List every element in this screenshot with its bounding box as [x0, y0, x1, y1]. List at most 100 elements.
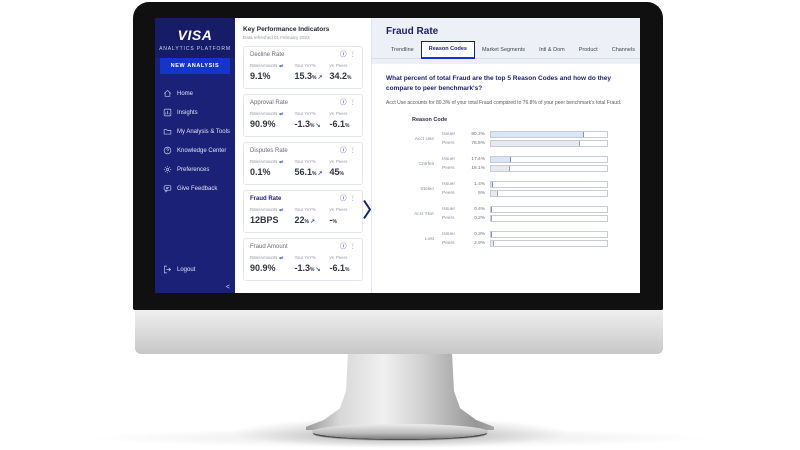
peers-bar: [491, 190, 498, 196]
tab-bar: Trendline Reason Codes Market Segments I…: [372, 41, 640, 59]
sidebar-item-label: Insights: [177, 109, 198, 116]
yoy-label: Your YoY%: [294, 254, 316, 260]
bar-track: [490, 139, 608, 147]
bar-value: 16.1%: [471, 165, 485, 171]
sidebar-item-label: Logout: [177, 266, 196, 273]
info-icon[interactable]: ⓘ: [340, 99, 347, 106]
peers-bar: [491, 240, 495, 246]
kebab-menu-icon[interactable]: ⋮: [349, 195, 357, 202]
series-label: Peers: [442, 140, 455, 146]
new-analysis-button[interactable]: NEW ANALYSIS: [160, 58, 230, 74]
info-icon[interactable]: ⓘ: [340, 147, 347, 154]
swap-icon[interactable]: ⇄: [279, 158, 284, 164]
kpi-card-fraud-amount[interactable]: Fraud Amount ⓘ ⋮ Rate/Amounts ⇄ Your YoY% …: [243, 238, 363, 281]
kpi-card-decline-rate[interactable]: Decline Rate ⓘ ⋮ Rate/Amounts ⇄ Your YoY% …: [243, 46, 363, 89]
swap-icon[interactable]: ⇄: [279, 62, 284, 68]
rate-amounts-label: Rate/Amounts ⇄: [250, 254, 284, 260]
swap-icon[interactable]: ⇄: [279, 110, 284, 116]
knowledge-center-icon: [163, 146, 172, 155]
bar-value: 80.3%: [471, 131, 485, 137]
chart-category-label: Acct Tkvr: [414, 212, 434, 217]
sidebar-item-knowledge-center[interactable]: Knowledge Center: [155, 141, 235, 160]
bar-value: 17.4%: [471, 156, 485, 162]
insight-question: What percent of total Fraud are the top …: [386, 75, 611, 92]
issuer-bar: [491, 131, 585, 137]
yoy-label: Your YoY%: [294, 206, 316, 212]
yoy-value: 22%↗: [294, 214, 316, 225]
yoy-value: -1.3%↘: [294, 262, 321, 273]
info-icon[interactable]: ⓘ: [340, 243, 347, 250]
chart-category-label: Stolen: [420, 187, 434, 192]
chart-title: Reason Code: [412, 116, 448, 123]
sidebar-item-logout[interactable]: Logout: [155, 260, 235, 279]
bar-track: [490, 230, 608, 238]
tab-trendline[interactable]: Trendline: [391, 47, 414, 53]
series-label: Issuer: [442, 206, 456, 212]
series-label: Issuer: [442, 156, 456, 162]
bar-track: [490, 130, 608, 138]
yoy-value: 15.3%↗: [294, 70, 323, 81]
bar-value: 0.3%: [474, 231, 485, 237]
bar-value: 0.2%: [474, 215, 485, 221]
bar-value: 6%: [478, 190, 485, 196]
chart-category-label: Lost: [424, 237, 434, 242]
kpi-card-fraud-rate[interactable]: Fraud Rate ⓘ ⋮ Rate/Amounts ⇄ Your YoY% vs…: [243, 190, 372, 233]
yoy-label: Your YoY%: [294, 110, 316, 116]
sidebar-item-insights[interactable]: Insights: [155, 103, 235, 122]
kpi-card-approval-rate[interactable]: Approval Rate ⓘ ⋮ Rate/Amounts ⇄ Your YoY%…: [243, 94, 363, 137]
info-icon[interactable]: ⓘ: [340, 51, 347, 58]
bar-value: 0.4%: [474, 206, 485, 212]
tab-reason-codes[interactable]: Reason Codes: [420, 41, 475, 59]
sidebar-item-label: Give Feedback: [177, 185, 218, 192]
issuer-bar: [491, 231, 492, 237]
kpi-card-title: Decline Rate: [250, 52, 285, 58]
kebab-menu-icon[interactable]: ⋮: [349, 99, 357, 106]
sidebar-item-my-analysis-tools[interactable]: My Analysis & Tools: [155, 122, 235, 141]
series-label: Issuer: [442, 131, 456, 137]
bar-track: [490, 164, 608, 172]
peers-bar: [491, 215, 492, 221]
insight-summary: Acct Use accounts for 80.3% of your tota…: [386, 99, 622, 106]
kpi-card-disputes-rate[interactable]: Disputes Rate ⓘ ⋮ Rate/Amounts ⇄ Your YoY%…: [243, 142, 363, 185]
detail-panel: Fraud Rate Trendline Reason Codes Market…: [372, 18, 640, 293]
rate-value: 0.1%: [250, 166, 271, 177]
tab-channels[interactable]: Channels: [611, 47, 635, 53]
sidebar: VISA ANALYTICS PLATFORM NEW ANALYSIS Hom…: [155, 18, 235, 293]
series-label: Peers: [442, 165, 455, 171]
trend-arrow-icon: ↗: [309, 218, 316, 225]
peers-value: 34.2%: [329, 70, 352, 81]
issuer-bar: [491, 181, 493, 187]
chart-group-acct-tkvr: Acct Tkvr Issuer 0.4% Peers 0.2%: [396, 205, 640, 224]
sidebar-item-home[interactable]: Home: [155, 84, 235, 103]
info-icon[interactable]: ⓘ: [340, 195, 347, 202]
sidebar-item-label: Preferences: [177, 166, 210, 173]
issuer-bar: [491, 206, 492, 212]
bar-track: [490, 205, 608, 213]
sidebar-item-preferences[interactable]: Preferences: [155, 160, 235, 179]
peers-bar: [491, 140, 581, 146]
kpi-card-title: Fraud Amount: [250, 244, 288, 250]
reason-code-chart: Acct Use Issuer 80.3% Peers 76.8% Cntrfeit…: [396, 130, 640, 249]
chart-group-cntrfeit: Cntrfeit Issuer 17.4% Peers 16.1%: [396, 155, 640, 174]
bar-value: 2.9%: [474, 240, 485, 246]
kpi-column: Key Performance Indicators Data refreshe…: [235, 18, 372, 293]
peers-value: -6.1%: [329, 262, 350, 273]
peers-label: vs. Peers: [329, 110, 348, 116]
swap-icon[interactable]: ⇄: [279, 206, 284, 212]
swap-icon[interactable]: ⇄: [279, 254, 284, 260]
series-label: Issuer: [442, 181, 456, 187]
rate-value: 90.9%: [250, 118, 276, 129]
home-icon: [163, 89, 172, 97]
feedback-icon: [163, 185, 172, 193]
kebab-menu-icon[interactable]: ⋮: [349, 51, 357, 58]
kebab-menu-icon[interactable]: ⋮: [349, 243, 357, 250]
tab-product[interactable]: Product: [578, 47, 598, 53]
yoy-value: 56.1%↗: [294, 166, 323, 177]
tab-intl-dom[interactable]: Intl & Dom: [539, 47, 565, 53]
sidebar-item-label: Home: [177, 90, 194, 97]
sidebar-item-give-feedback[interactable]: Give Feedback: [155, 179, 235, 198]
sidebar-collapse-icon[interactable]: <: [225, 284, 230, 291]
kebab-menu-icon[interactable]: ⋮: [349, 147, 357, 154]
tab-market-segments[interactable]: Market Segments: [481, 47, 526, 53]
